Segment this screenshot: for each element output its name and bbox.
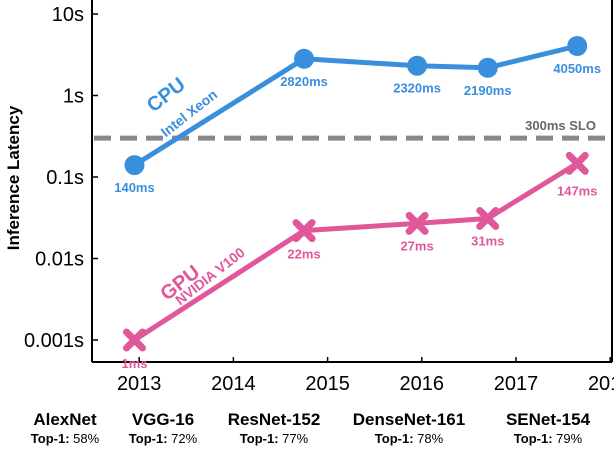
cpu-data-label: 140ms <box>114 180 154 195</box>
model-accuracy: Top-1: 72% <box>103 430 223 448</box>
model-annotation: VGG-16 Top-1: 72% <box>103 410 223 448</box>
gpu-data-point <box>565 151 589 175</box>
model-name: ResNet-152 <box>227 410 321 429</box>
gpu-data-point <box>292 219 316 243</box>
cpu-data-point <box>567 35 588 56</box>
x-marker-stroke <box>292 219 316 243</box>
gpu-data-point <box>405 211 429 235</box>
top1-value: 78% <box>417 431 444 446</box>
model-name: DenseNet-161 <box>352 410 466 429</box>
x-tick-label: 2013 <box>117 373 162 395</box>
x-tick-label: 2017 <box>494 373 539 395</box>
model-accuracy: Top-1: 78% <box>339 430 479 448</box>
y-tick-label: 1s <box>63 86 84 108</box>
model-annotation: AlexNet Top-1: 58% <box>5 410 125 448</box>
cpu-data-point <box>477 57 498 78</box>
gpu-data-point <box>476 206 500 230</box>
gpu-data-label: 1ms <box>121 356 147 371</box>
model-name: SENet-154 <box>505 410 591 429</box>
model-annotation: DenseNet-161 Top-1: 78% <box>339 410 479 448</box>
x-tick-label: 2018 <box>588 373 614 395</box>
top1-value: 58% <box>73 431 100 446</box>
cpu-data-label: 2820ms <box>280 74 328 89</box>
top1-label: Top-1: <box>30 431 70 446</box>
top1-value: 72% <box>171 431 198 446</box>
model-accuracy: Top-1: 77% <box>209 430 339 448</box>
top1-value: 77% <box>282 431 309 446</box>
gpu-data-label: 31ms <box>471 233 504 248</box>
x-tick-label: 2016 <box>400 373 445 395</box>
cpu-data-label: 2320ms <box>393 81 441 96</box>
top1-label: Top-1: <box>374 431 414 446</box>
model-annotations: AlexNet Top-1: 58% VGG-16 Top-1: 72% Res… <box>0 410 614 450</box>
cpu-data-label: 4050ms <box>553 61 601 76</box>
x-marker-stroke <box>122 328 146 352</box>
y-tick-label: 10s <box>52 4 84 26</box>
y-tick-label: 0.1s <box>46 167 84 189</box>
x-marker-stroke <box>405 211 429 235</box>
top1-value: 79% <box>556 431 583 446</box>
model-annotation: SENet-154 Top-1: 79% <box>488 410 608 448</box>
model-name: VGG-16 <box>131 410 195 429</box>
gpu-data-point <box>122 328 146 352</box>
gpu-series-line <box>131 160 580 343</box>
cpu-data-label: 2190ms <box>464 83 512 98</box>
slo-threshold-label: 300ms SLO <box>525 118 596 133</box>
gpu-data-label: 27ms <box>400 238 433 253</box>
x-tick-label: 2014 <box>211 373 256 395</box>
gpu-data-label: 22ms <box>287 247 320 262</box>
x-tick-label: 2015 <box>305 373 350 395</box>
y-tick-label: 0.01s <box>35 249 84 271</box>
x-marker-stroke <box>476 206 500 230</box>
x-marker-stroke <box>565 151 589 175</box>
top1-label: Top-1: <box>239 431 279 446</box>
top1-label: Top-1: <box>128 431 168 446</box>
y-axis-title: Inference Latency <box>4 105 23 250</box>
cpu-data-point <box>294 48 315 69</box>
cpu-data-point <box>124 155 145 176</box>
model-annotation: ResNet-152 Top-1: 77% <box>209 410 339 448</box>
model-accuracy: Top-1: 79% <box>488 430 608 448</box>
model-accuracy: Top-1: 58% <box>5 430 125 448</box>
model-name: AlexNet <box>33 410 97 429</box>
gpu-data-label: 147ms <box>557 183 597 198</box>
top1-label: Top-1: <box>513 431 553 446</box>
y-tick-label: 0.001s <box>24 330 84 352</box>
cpu-data-point <box>407 55 428 76</box>
